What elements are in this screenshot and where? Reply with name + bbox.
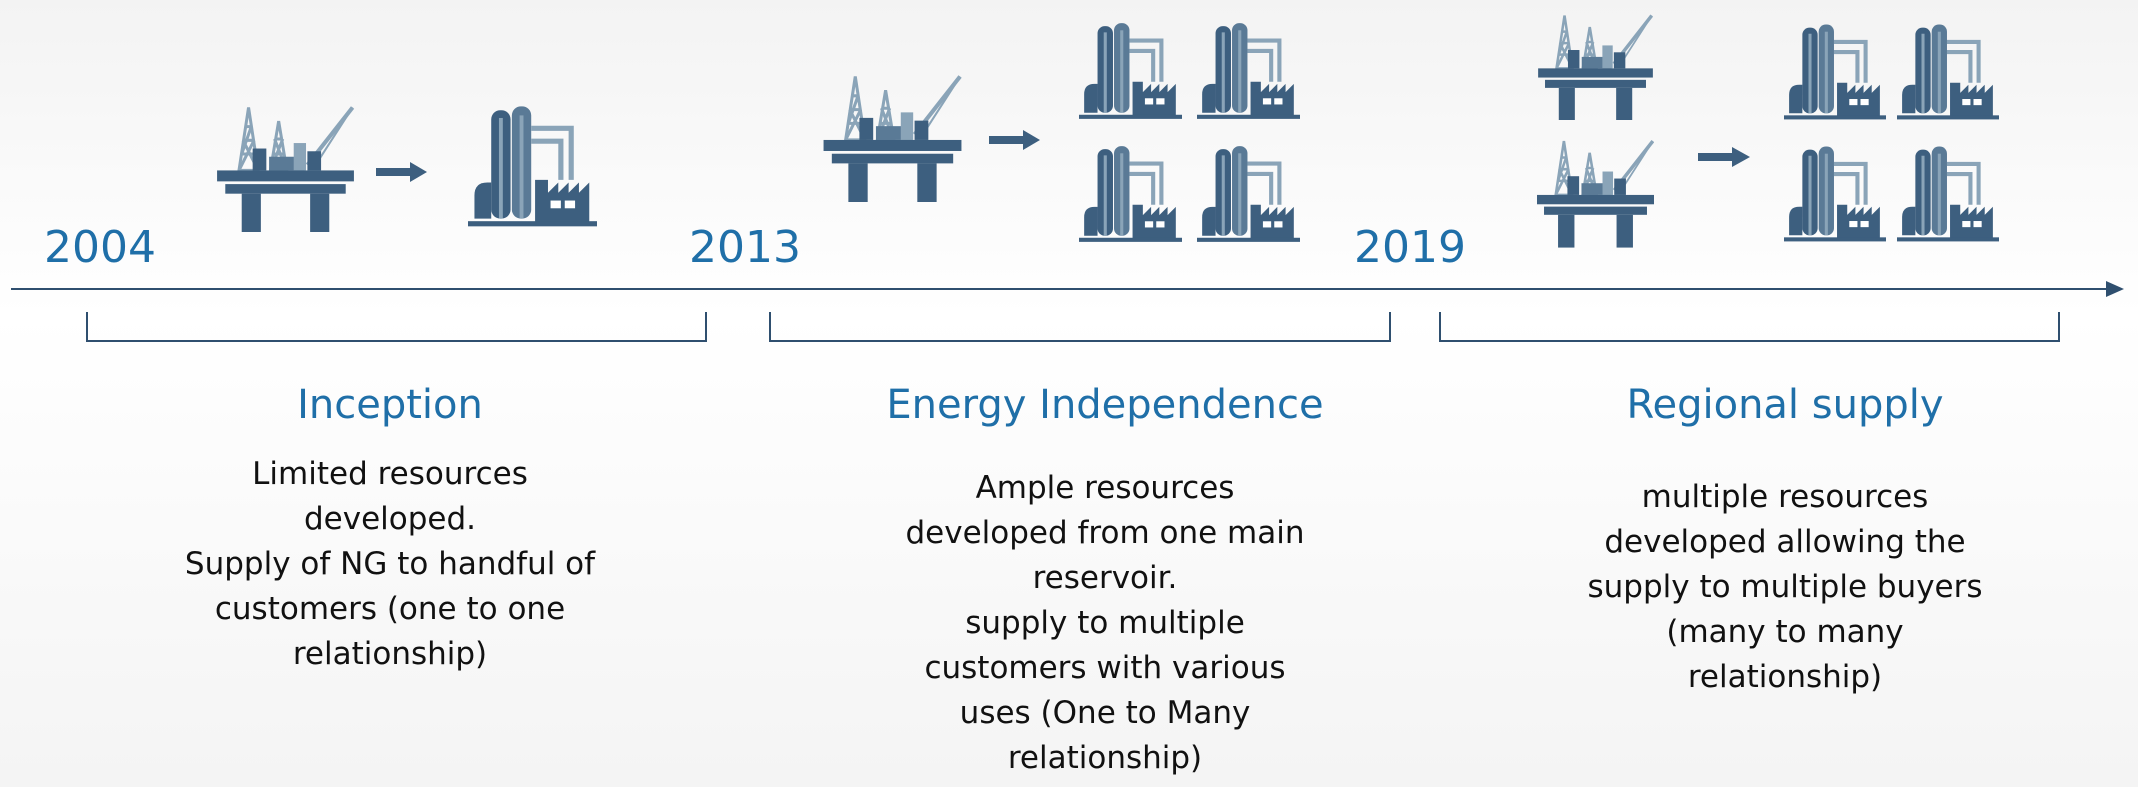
phase-description-line: developed.: [304, 501, 476, 537]
phase-description-line: relationship): [1008, 740, 1202, 776]
phase-description-line: supply to multiple: [965, 605, 1245, 641]
year-label: 2019: [1354, 222, 1466, 273]
phase-title: Inception: [297, 382, 483, 428]
phase-description-line: Limited resources: [252, 456, 528, 492]
phase-description-line: uses (One to Many: [960, 695, 1251, 731]
phase-description-line: supply to multiple buyers: [1587, 569, 1982, 605]
page: {"timeline": {"phases": [ {"year": "2004…: [0, 0, 2138, 787]
phase-description-line: developed allowing the: [1604, 524, 1965, 560]
phase-description-line: Supply of NG to handful of: [185, 546, 596, 582]
phase-description-line: multiple resources: [1642, 479, 1929, 515]
phase-description-line: (many to many: [1666, 614, 1903, 650]
phase-description-line: developed from one main: [905, 515, 1304, 551]
phase-description-line: customers (one to one: [215, 591, 565, 627]
phase-description-line: relationship): [293, 636, 487, 672]
phase-title: Energy Independence: [886, 382, 1323, 428]
year-label: 2004: [44, 222, 156, 273]
phase-description-line: relationship): [1688, 659, 1882, 695]
phase-description-line: customers with various: [924, 650, 1285, 686]
phase-description-line: Ample resources: [976, 470, 1235, 506]
year-label: 2013: [689, 222, 801, 273]
phase-description-line: reservoir.: [1033, 560, 1178, 596]
timeline-diagram: 2004 Inception Limited resources developed.…: [0, 0, 2138, 787]
phase-title: Regional supply: [1626, 382, 1943, 428]
